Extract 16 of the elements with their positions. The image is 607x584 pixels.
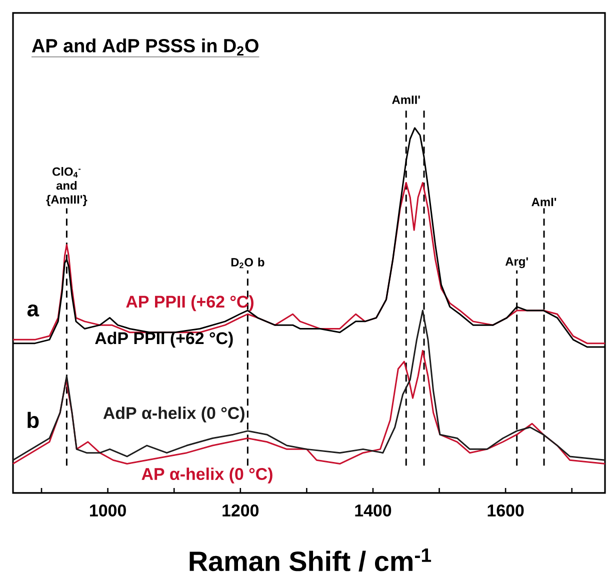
ref-line-label: D$_{2}$O b bbox=[231, 258, 264, 268]
ref-line-label: Arg' bbox=[505, 257, 528, 268]
annotation: a bbox=[27, 304, 40, 316]
ref-line-label: AmII' bbox=[392, 96, 420, 104]
series-label: AdP PPII (+62 °C) bbox=[95, 332, 233, 348]
series-label: AdP α-helix (0 °C) bbox=[103, 406, 244, 422]
chart-title: AP and AdP PSSS in D$_{2}$O bbox=[32, 38, 258, 56]
x-tick-label: 1600 bbox=[488, 504, 524, 517]
x-tick-label: 1200 bbox=[222, 504, 259, 517]
x-tick-label: 1000 bbox=[90, 504, 126, 517]
x-tick-label: 1400 bbox=[355, 504, 392, 517]
series-label: AP α-helix (0 °C) bbox=[142, 468, 272, 484]
annotation: b bbox=[28, 412, 39, 428]
series-label: AP PPII (+62 °C) bbox=[126, 295, 254, 312]
ref-line-label: AmI' bbox=[532, 198, 556, 206]
x-axis-title: Raman Shift / cm$^{-1}$ bbox=[190, 548, 432, 572]
